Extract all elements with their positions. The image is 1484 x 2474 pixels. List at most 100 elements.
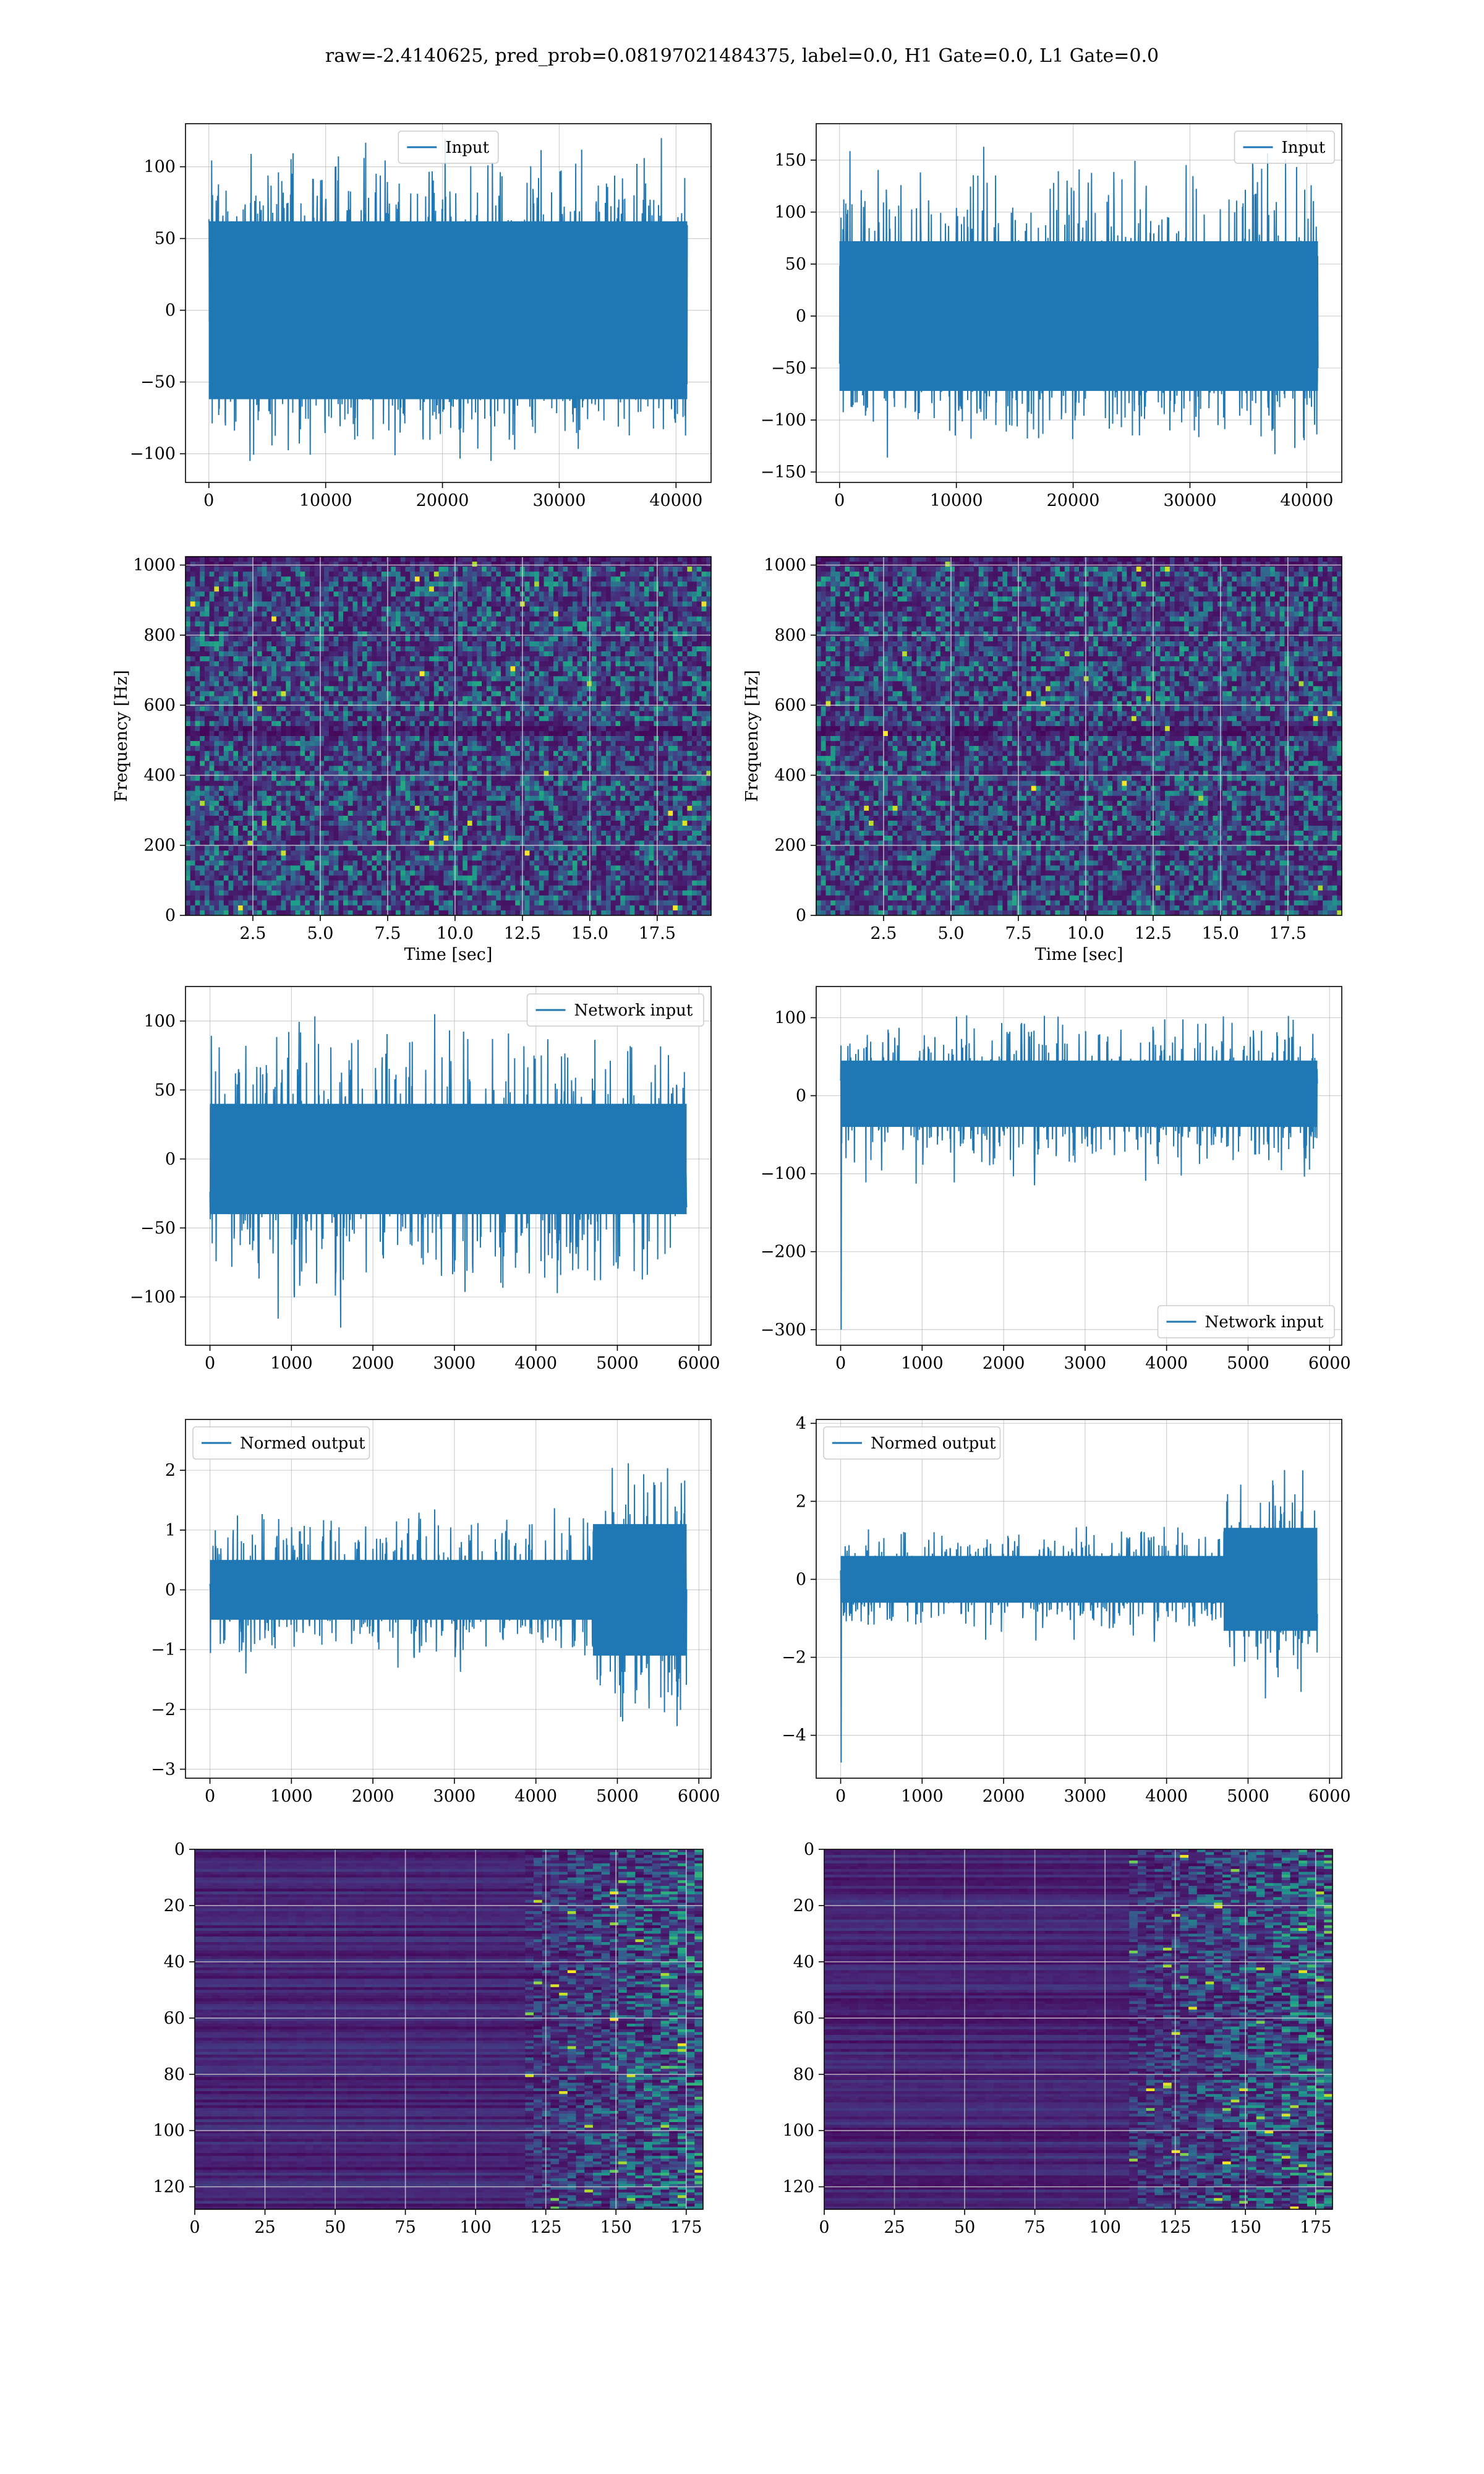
heatmap-cell — [324, 591, 330, 597]
heatmap-cell — [610, 666, 616, 672]
heatmap-cell — [610, 591, 616, 597]
heatmap-cell — [496, 676, 501, 682]
heatmap-cell — [352, 626, 358, 632]
heatmap-cell — [242, 606, 248, 612]
heatmap-cell — [486, 626, 492, 632]
heatmap-cell — [467, 596, 473, 602]
heatmap-cell — [257, 776, 263, 782]
heatmap-cell — [644, 586, 650, 592]
heatmap-cell — [300, 741, 305, 747]
heatmap-cell — [228, 646, 234, 652]
heatmap-cell — [505, 616, 511, 622]
heatmap-cell — [233, 696, 239, 702]
heatmap-cell — [281, 706, 286, 712]
heatmap-cell — [654, 691, 659, 697]
heatmap-cell — [501, 776, 506, 782]
heatmap-cell — [486, 646, 492, 652]
heatmap-cell — [219, 666, 224, 672]
heatmap-cell — [682, 716, 688, 722]
heatmap-cell — [577, 567, 582, 572]
heatmap-cell — [405, 686, 411, 692]
heatmap-cell — [386, 606, 391, 612]
heatmap-cell — [677, 601, 683, 607]
heatmap-cell — [654, 761, 659, 766]
heatmap-cell — [357, 626, 363, 632]
heatmap-cell — [381, 591, 387, 597]
heatmap-cell — [242, 562, 248, 567]
heatmap-cell — [195, 586, 200, 592]
heatmap-cell — [324, 746, 330, 751]
heatmap-cell — [190, 576, 195, 582]
heatmap-cell — [195, 636, 200, 642]
heatmap-cell — [195, 641, 200, 647]
heatmap-cell — [433, 606, 440, 612]
heatmap-cell — [477, 681, 482, 687]
heatmap-cell — [190, 616, 195, 622]
heatmap-cell — [214, 636, 220, 642]
heatmap-cell — [596, 751, 602, 756]
heatmap-cell — [433, 691, 440, 697]
heatmap-cell — [649, 766, 654, 771]
heatmap-cell — [305, 696, 310, 702]
heatmap-cell — [328, 641, 335, 647]
heatmap-cell — [209, 761, 215, 766]
heatmap-cell — [396, 676, 401, 682]
heatmap-cell — [271, 651, 277, 657]
heatmap-cell — [687, 596, 693, 602]
axes-spectrogram-h1: 2.5 5.0 7.5 10.0 12.5 15.0 17.5020040060080010… — [112, 556, 712, 964]
heatmap-cell — [367, 636, 372, 642]
heatmap-cell — [400, 557, 406, 562]
heatmap-cell — [696, 616, 702, 622]
heatmap-cell — [577, 591, 582, 597]
heatmap-cell — [654, 616, 659, 622]
heatmap-cell — [400, 641, 406, 647]
heatmap-cell — [410, 581, 416, 587]
heatmap-cell — [639, 686, 645, 692]
heatmap-cell — [195, 761, 200, 766]
heatmap-cell — [620, 771, 626, 777]
heatmap-cell — [333, 631, 339, 637]
heatmap-cell — [563, 671, 568, 677]
heatmap-cell — [591, 681, 597, 687]
heatmap-cell — [271, 646, 277, 652]
heatmap-cell — [687, 771, 693, 777]
heatmap-cell — [548, 666, 554, 672]
heatmap-cell — [319, 576, 325, 582]
heatmap-cell — [209, 696, 215, 702]
heatmap-cell — [577, 676, 582, 682]
heatmap-cell — [692, 721, 697, 727]
heatmap-cell — [352, 596, 358, 602]
heatmap-cell — [482, 611, 487, 617]
heatmap-cell — [620, 661, 626, 667]
heatmap-cell — [534, 621, 540, 627]
heatmap-cell — [482, 706, 487, 712]
heatmap-cell — [463, 756, 468, 761]
heatmap-cell — [610, 771, 616, 777]
heatmap-cell — [410, 766, 416, 771]
heatmap-cell — [606, 771, 612, 777]
heatmap-cell — [677, 576, 683, 582]
heatmap-cell — [324, 571, 330, 577]
heatmap-cell — [300, 557, 305, 562]
heatmap-cell — [534, 686, 540, 692]
heatmap-cell — [319, 721, 325, 727]
x-tick-label: 40000 — [1280, 491, 1333, 510]
heatmap-cell — [314, 616, 320, 622]
heatmap-cell — [357, 761, 363, 766]
heatmap-cell — [486, 636, 492, 642]
heatmap-cell — [314, 681, 320, 687]
heatmap-cell — [424, 581, 430, 587]
heatmap-cell — [300, 586, 305, 592]
heatmap-cell — [219, 681, 224, 687]
heatmap-cell — [267, 631, 272, 637]
heatmap-cell — [467, 736, 473, 742]
heatmap-cell — [238, 666, 244, 672]
heatmap-cell — [405, 681, 411, 687]
heatmap-cell — [410, 601, 416, 607]
heatmap-cell — [391, 567, 396, 572]
heatmap-cell — [319, 557, 325, 562]
heatmap-cell — [477, 741, 482, 747]
heatmap-cell — [372, 771, 377, 777]
heatmap-cell — [701, 726, 707, 732]
heatmap-cell — [477, 586, 482, 592]
